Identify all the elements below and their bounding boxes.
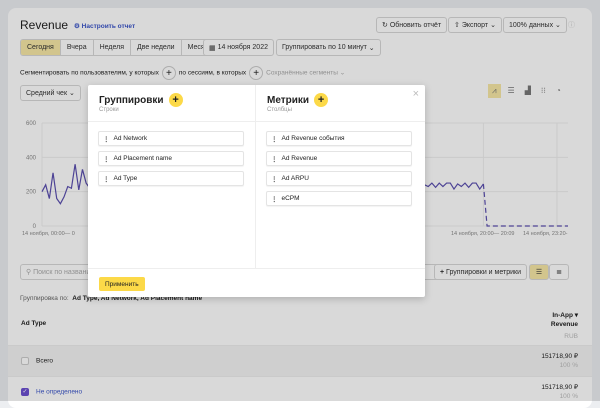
series-line-incomplete — [482, 183, 568, 227]
row-checkbox[interactable]: ✓ — [21, 388, 29, 396]
calendar-icon: ▦ — [209, 44, 218, 52]
divider — [88, 121, 425, 122]
add-session-segment-button[interactable]: + — [249, 66, 264, 80]
grid-chart-icon[interactable]: ⁝⁝ — [540, 86, 546, 95]
x-tick-label: 14 ноября, 00:00— 0 — [22, 231, 75, 237]
line-chart-icon[interactable]: ⩘ — [488, 84, 501, 98]
tree-view-icon[interactable]: ≣ — [549, 264, 569, 280]
metric-item[interactable]: ⋮ eCPM — [266, 191, 412, 206]
divider — [88, 268, 425, 269]
flat-view-icon[interactable]: ☰ — [529, 264, 549, 280]
saved-segments-select[interactable]: Сохранённые сегменты — [266, 69, 338, 77]
grouping-item[interactable]: ⋮ Ad Type — [98, 171, 244, 186]
table-row[interactable]: Всего 151718,90 ₽100 % — [8, 345, 592, 376]
y-tick-label: 400 — [26, 155, 37, 161]
segment-row: Сегментировать по пользователям, у котор… — [20, 66, 346, 80]
refresh-icon: ↻ — [382, 22, 390, 29]
period-tab[interactable]: Неделя — [94, 40, 132, 55]
configure-report-link[interactable]: ⚙ Настроить отчет — [74, 23, 136, 30]
export-button[interactable]: ⇧ Экспорт ⌄ — [448, 17, 502, 33]
help-icon[interactable]: ⓘ — [568, 22, 575, 29]
grouping-summary: Группировка по: Ad Type, Ad Network, Ad … — [20, 295, 203, 302]
metric-item[interactable]: ⋮ Ad Revenue события — [266, 131, 412, 146]
period-tab[interactable]: Сегодня — [21, 40, 61, 55]
drag-handle-icon[interactable]: ⋮ — [271, 175, 278, 183]
close-icon[interactable]: × — [412, 88, 419, 100]
row-checkbox[interactable] — [21, 357, 29, 365]
x-tick-label: 14 ноября, 23:20- — [523, 231, 568, 237]
add-grouping-button[interactable]: + — [168, 93, 183, 107]
y-tick-label: 200 — [26, 190, 37, 196]
period-tab[interactable]: Вчера — [61, 40, 94, 55]
date-picker[interactable]: ▦ 14 ноября 2022 — [203, 39, 274, 56]
column-header-revenue[interactable]: In-App ▾ Revenue RUB — [550, 312, 578, 340]
groupings-metrics-dialog: Группировки + Строки ⋮ Ad Network ⋮ Ad Place… — [88, 85, 425, 297]
y-tick-label: 600 — [26, 121, 37, 127]
drag-handle-icon[interactable]: ⋮ — [103, 175, 110, 183]
period-tab[interactable]: Две недели — [131, 40, 182, 55]
search-icon: ⚲ — [26, 269, 34, 276]
drag-handle-icon[interactable]: ⋮ — [271, 135, 278, 143]
drag-handle-icon[interactable]: ⋮ — [103, 155, 110, 163]
chart-type-switcher: ⩘ ☰ ▟ ⁝⁝ ◔ — [488, 84, 564, 98]
data-sampling-select[interactable]: 100% данных ⌄ — [503, 17, 567, 33]
refresh-button[interactable]: ↻ Обновить отчёт — [376, 17, 448, 33]
add-metric-button[interactable]: + — [314, 93, 329, 107]
group-by-time-select[interactable]: Группировать по 10 минут ⌄ — [276, 39, 381, 56]
area-chart-icon[interactable]: ☰ — [507, 86, 515, 95]
column-header-ad-type[interactable]: Ad Type — [21, 320, 47, 327]
x-tick-label: 14 ноября, 20:00— 20:09 — [451, 231, 514, 237]
page-title: Revenue — [20, 18, 69, 32]
grouping-item[interactable]: ⋮ Ad Placement name — [98, 151, 244, 166]
gear-icon: ⚙ — [74, 23, 82, 30]
pie-chart-icon[interactable]: ◔ — [555, 86, 561, 95]
drag-handle-icon[interactable]: ⋮ — [271, 155, 278, 163]
table-row[interactable]: ✓ Не определено 151718,90 ₽100 % — [8, 376, 592, 407]
period-tab[interactable]: Месяц — [187, 44, 209, 51]
y-tick-label: 0 — [33, 224, 37, 230]
drag-handle-icon[interactable]: ⋮ — [271, 195, 278, 203]
metrics-column: Метрики + Столбцы ⋮ Ad Revenue события ⋮ Ad … — [256, 85, 425, 268]
metric-select[interactable]: Средний чек ⌄ — [20, 85, 81, 101]
add-user-segment-button[interactable]: + — [161, 66, 176, 80]
drag-handle-icon[interactable]: ⋮ — [103, 135, 110, 143]
grouping-item[interactable]: ⋮ Ad Network — [98, 131, 244, 146]
metric-item[interactable]: ⋮ Ad ARPU — [266, 171, 412, 186]
metric-item[interactable]: ⋮ Ad Revenue — [266, 151, 412, 166]
upload-icon: ⇧ — [454, 22, 462, 29]
add-groupings-metrics-button[interactable]: + Группировки и метрики — [434, 264, 527, 280]
groupings-column: Группировки + Строки ⋮ Ad Network ⋮ Ad Place… — [88, 85, 256, 268]
apply-button[interactable]: Применить — [99, 277, 145, 291]
bar-chart-icon[interactable]: ▟ — [524, 86, 531, 95]
